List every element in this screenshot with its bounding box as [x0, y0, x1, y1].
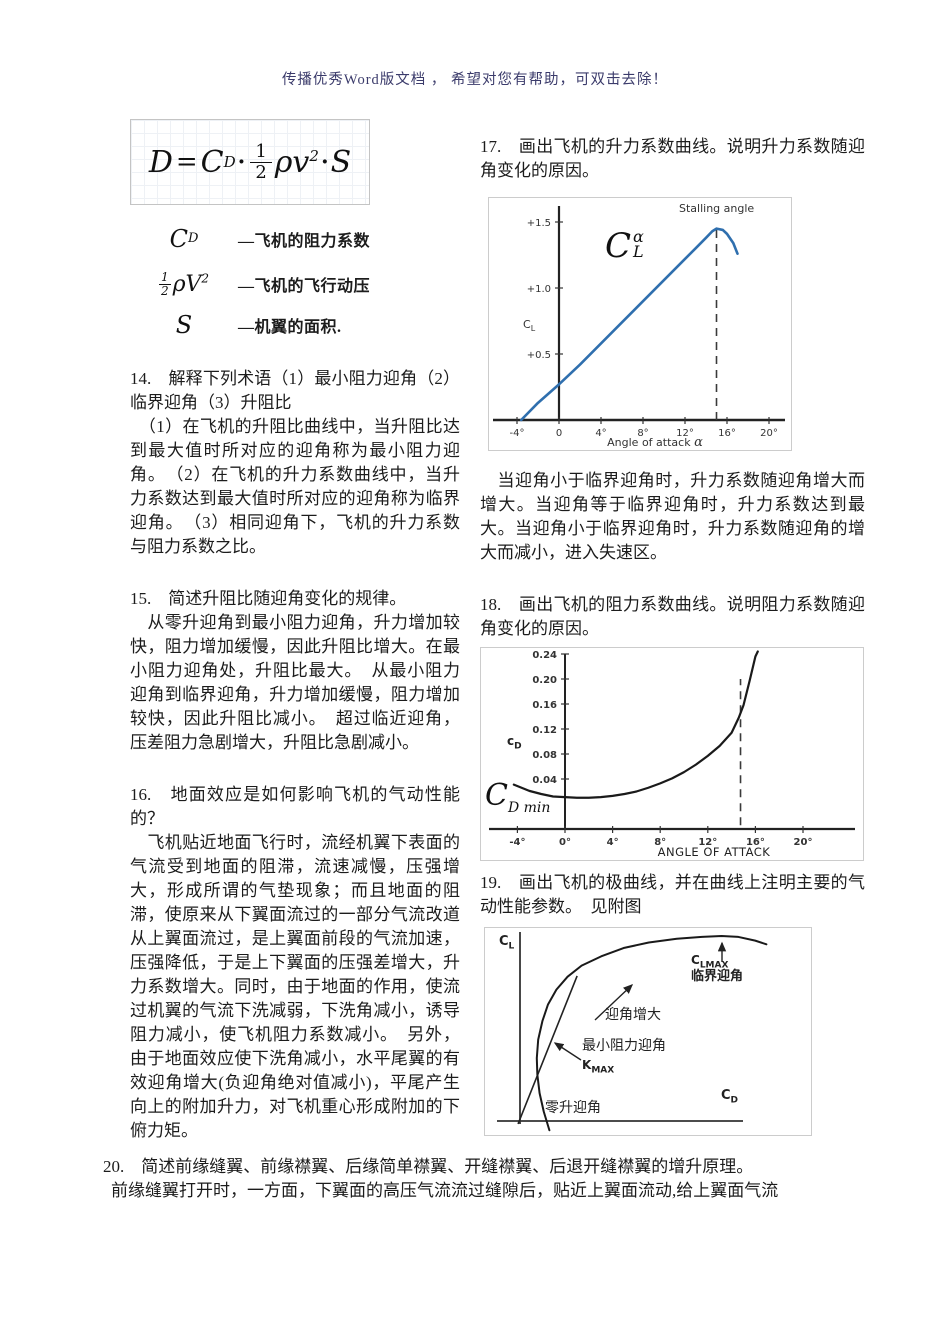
question-16-title: 16. 地面效应是如何影响飞机的气动性能的？ [130, 785, 460, 829]
min-drag-aoa-annotation: 最小阻力迎角 KMAX [582, 1039, 666, 1076]
definition-cd-text: —飞机的阻力系数 [238, 233, 371, 250]
clmax-annotation: CLMAX 临界迎角 [691, 953, 744, 983]
question-20-title: 20. 简述前缘缝翼、前缘襟翼、后缘简单襟翼、开缝襟翼、后退开缝襟翼的增升原理。 [103, 1157, 754, 1177]
curve-line [535, 935, 768, 1132]
x-axis-label-cd: CD [721, 1088, 739, 1106]
x-tick-label: -4° [509, 837, 525, 848]
question-18-title: 18. 画出飞机的阻力系数曲线。说明阻力系数随迎角变化的原因。 [480, 595, 865, 638]
drag-coefficient-chart: -4° 0° 4° 8° 12° 16° 20° 0.04 0.08 0.12 0.16 0.20 0.… [480, 647, 864, 861]
x-tick-label: 4° [607, 837, 619, 848]
definition-dynamic-pressure-text: —飞机的飞行动压 [238, 278, 371, 296]
formula-S: S [330, 144, 352, 180]
question-17-answer: 当迎角小于临界迎角时，升力系数随迎角增大而增大。当迎角等于临界迎角时，升力系数达… [480, 471, 865, 562]
y-tick-label: +1.0 [527, 284, 551, 295]
y-tick-label: +0.5 [527, 350, 551, 361]
x-tick-label: 20° [760, 428, 778, 439]
x-tick-label: 0° [559, 837, 571, 848]
aoa-increase-arrow [594, 984, 634, 1021]
polar-chart-svg [497, 932, 768, 1132]
formula-dot: · [237, 149, 246, 175]
formula-equals: = [175, 147, 198, 177]
x-tick-label: 8° [654, 837, 666, 848]
y-tick-label: 0.24 [532, 650, 557, 661]
x-tick-label: -4° [510, 428, 525, 439]
formula-dot2: · [320, 149, 329, 175]
lift-coefficient-chart: -4° 0 4° 8° 12° 16° 20° +0.5 +1.0 +1.5 Stalling a… [488, 197, 792, 451]
y-axis-label-cd: cD [507, 734, 522, 752]
y-tick-label: 0.08 [532, 750, 557, 761]
question-15-title: 15. 简述升阻比随迎角变化的规律。 [130, 589, 407, 609]
formula-rho-v: ρv2 [274, 144, 319, 180]
x-tick-label: 16° [718, 428, 736, 439]
x-axis-caption: ANGLE OF ATTACK [657, 845, 771, 859]
curve-line [512, 650, 759, 799]
aoa-increase-label: 迎角增大 [605, 1008, 661, 1023]
question-14-answer: （1）在飞机的升阻比曲线中，当升阻比达到最大值时所对应的迎角称为最小阻力迎角。 … [130, 417, 460, 557]
kmax-arrow [553, 1042, 582, 1061]
x-tick-label: 12° [698, 837, 717, 848]
x-tick-label: 0 [556, 428, 562, 439]
lift-chart-svg: -4° 0 4° 8° 12° 16° 20° +0.5 +1.0 +1.5 [493, 206, 785, 439]
x-tick-label: 12° [676, 428, 694, 439]
question-19-title: 19. 画出飞机的极曲线，并在曲线上注明主要的气动性能参数。 见附图 [480, 873, 865, 916]
right-column: 17. 画出飞机的升力系数曲线。说明升力系数随迎角变化的原因。 -4° 0 4° 8°… [480, 119, 865, 1143]
x-axis-caption: Angle of attack α [607, 435, 703, 450]
definition-row-s: S —机翼的面积. [130, 311, 460, 339]
question-14: 14. 解释下列术语（1）最小阻力迎角（2）临界迎角（3）升阻比 （1）在飞机的… [130, 367, 460, 559]
x-tick-label: 8° [637, 428, 648, 439]
header-notice: 传播优秀Word版文档 ， 希望对您有帮助，可双击去除！ [281, 72, 669, 88]
stalling-angle-label: Stalling angle [679, 202, 755, 215]
formula-C: C [200, 144, 224, 180]
question-15-answer: 从零升迎角到最小阻力迎角，升力增加较快，阻力增加缓慢，因此升阻比增大。在最小阻力… [130, 613, 460, 753]
x-tick-label: 20° [794, 837, 813, 848]
question-15: 15. 简述升阻比随迎角变化的规律。 从零升迎角到最小阻力迎角，升力增加较快，阻… [130, 587, 460, 755]
polar-curve-chart: CL CD CLMAX 临界迎角 迎角增大 最小阻力迎角 KMAX 零升迎角 [484, 927, 812, 1136]
question-20: 20. 简述前缘缝翼、前缘襟翼、后缘简单襟翼、开缝襟翼、后退开缝襟翼的增升原理。… [103, 1155, 865, 1203]
y-tick-label: +1.5 [527, 218, 551, 229]
x-tick-label: 4° [595, 428, 606, 439]
question-16-answer: 飞机贴近地面飞行时，流经机翼下表面的气流受到地面的阻滞，流速减慢，压强增大，形成… [130, 833, 460, 1141]
definition-s-text: —机翼的面积. [238, 319, 342, 337]
question-20-answer: 前缘缝翼打开时，一方面，下翼面的高压气流流过缝隙后，贴近上翼面流动,给上翼面气流 [111, 1181, 779, 1201]
y-tick-label: 0.12 [532, 725, 557, 736]
y-tick-label: 0.04 [532, 775, 557, 786]
question-14-title: 14. 解释下列术语（1）最小阻力迎角（2）临界迎角（3）升阻比 [130, 369, 460, 413]
question-17-title: 17. 画出飞机的升力系数曲线。说明升力系数随迎角变化的原因。 [480, 137, 865, 180]
curve-line [519, 227, 739, 422]
cd-min-symbol: CD min [485, 778, 551, 816]
question-16: 16. 地面效应是如何影响飞机的气动性能的？ 飞机贴近地面飞行时，流经机翼下表面… [130, 783, 460, 1143]
formula-D: D [148, 144, 173, 180]
y-axis-label-cl: CL [523, 318, 536, 334]
drag-chart-svg: -4° 0° 4° 8° 12° 16° 20° 0.04 0.08 0.12 0.16 0.20 0.… [489, 650, 855, 848]
y-tick-label: 0.20 [532, 675, 557, 686]
symbol-s: S [175, 311, 193, 340]
tangent-line [517, 975, 578, 1125]
x-tick-label: 16° [746, 837, 765, 848]
y-tick-label: 0.16 [532, 700, 557, 711]
y-axis-label-cl: CL [499, 934, 515, 952]
zero-lift-aoa-label: 零升迎角 [545, 1101, 601, 1116]
